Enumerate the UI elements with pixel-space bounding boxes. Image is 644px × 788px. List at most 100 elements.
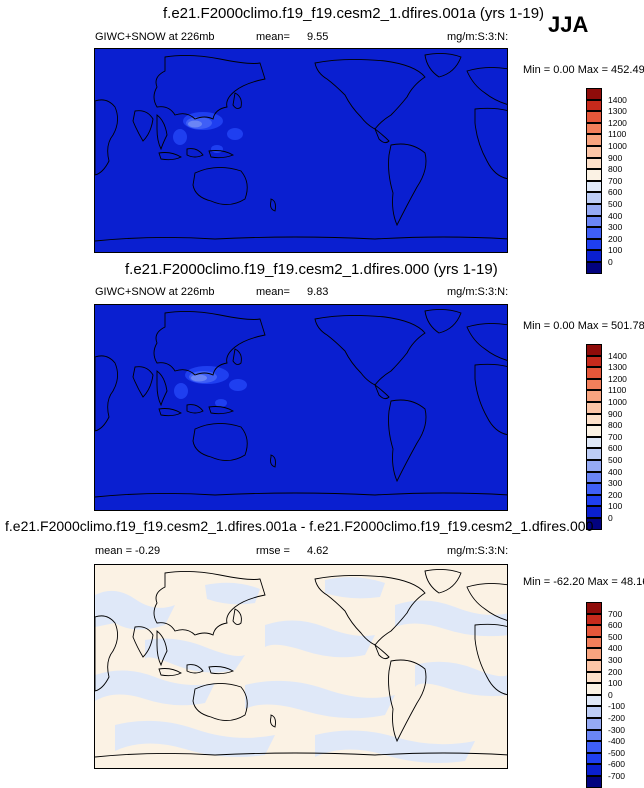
colorbar-label: -400 (608, 736, 626, 747)
colorbar-label: 1300 (608, 106, 627, 117)
colorbar-swatch (586, 88, 602, 100)
colorbar-label: 1100 (608, 385, 627, 396)
colorbar-label: -100 (608, 701, 626, 712)
coastline (192, 683, 248, 721)
panel-2-units: mg/m:S:3:N: (447, 286, 509, 298)
coastline (232, 92, 242, 110)
colorbar-label: 600 (608, 620, 623, 631)
colorbar-swatch (586, 460, 602, 472)
colorbar-label: 700 (608, 608, 623, 619)
coastline (373, 643, 390, 660)
colorbar-label: 1100 (608, 129, 627, 140)
colorbar-swatch (586, 625, 602, 637)
colorbar-swatch (586, 99, 602, 112)
colorbar-swatch (586, 204, 602, 216)
colorbar-swatch (586, 648, 602, 660)
panel-2-title: f.e21.F2000climo.f19_f19.cesm2_1.dfires.… (125, 261, 498, 278)
colorbar-label: -500 (608, 747, 626, 758)
colorbar-swatch (586, 718, 602, 730)
panel-1-stat-value: 9.55 (307, 31, 329, 43)
panel-3-units: mg/m:S:3:N: (447, 545, 509, 557)
colorbar-label: 600 (608, 187, 623, 198)
coastline (388, 143, 427, 227)
coastline (474, 107, 507, 180)
colorbar-swatch (586, 683, 602, 695)
colorbar-swatch (586, 741, 602, 753)
colorbar-swatch (586, 262, 602, 274)
coastline (95, 752, 507, 758)
colorbar-swatch (586, 425, 602, 437)
colorbar-swatch (586, 764, 602, 776)
panel-3-title: f.e21.F2000climo.f19_f19.cesm2_1.dfires.… (5, 518, 594, 534)
coastline (132, 626, 154, 658)
colorbar-label: 500 (608, 455, 623, 465)
colorbar-swatch (586, 227, 602, 239)
colorbar-label: 900 (608, 408, 623, 419)
colorbar-swatch (586, 402, 602, 414)
colorbar-label: 1400 (608, 94, 627, 105)
coastline (208, 666, 235, 675)
coastline (388, 399, 427, 483)
coastline (132, 110, 154, 142)
coastline (373, 127, 390, 144)
coastline (424, 52, 462, 78)
colorbar-swatch (586, 671, 602, 684)
coastline (186, 148, 204, 158)
coastline (466, 322, 507, 361)
panel-3-map (94, 564, 508, 769)
coastline (270, 714, 276, 728)
panel-3-mean-label: mean = -0.29 (95, 545, 161, 557)
colorbar-label: 100 (608, 245, 623, 256)
colorbar-swatch (586, 192, 602, 204)
panel-2-stat-value: 9.83 (307, 286, 329, 298)
colorbar-label: 800 (608, 420, 623, 431)
colorbar-swatch (586, 238, 602, 251)
colorbar-swatch (586, 413, 602, 426)
season-label: JJA (548, 12, 589, 37)
colorbar-label: -300 (608, 724, 626, 735)
coastline (270, 198, 276, 212)
coastline (153, 570, 266, 636)
coastline (186, 664, 204, 674)
colorbar-label: 900 (608, 152, 623, 163)
coastline (156, 114, 168, 151)
coastline (314, 58, 426, 130)
coastline (95, 236, 507, 242)
panel-1-field-label: GIWC+SNOW at 226mb (95, 31, 215, 43)
panel-1-units: mg/m:S:3:N: (447, 31, 509, 43)
coastline (156, 630, 168, 667)
colorbar-label: 600 (608, 443, 623, 454)
panel-1-map-graphic (95, 52, 507, 242)
coastline (186, 404, 204, 414)
colorbar-label: 400 (608, 210, 623, 221)
colorbar-swatch (586, 506, 602, 518)
colorbar-label: 100 (608, 501, 623, 512)
colorbar-swatch (586, 660, 602, 672)
colorbar-swatch (586, 602, 602, 614)
colorbar-swatch (586, 180, 602, 193)
panel-2-field-label: GIWC+SNOW at 226mb (95, 286, 215, 298)
colorbar-swatch (586, 636, 602, 649)
coastline (192, 167, 248, 205)
coastline (192, 423, 248, 461)
coastline (474, 363, 507, 436)
colorbar-label: 0 (608, 689, 613, 700)
colorbar-label: 400 (608, 643, 623, 654)
panel-2-minmax: Min = 0.00 Max = 501.78 (523, 320, 644, 332)
colorbar-swatch (586, 483, 602, 495)
colorbar-swatch (586, 169, 602, 181)
colorbar-swatch (586, 134, 602, 146)
colorbar-swatch (586, 378, 602, 391)
panel-1-stat-label: mean= (256, 31, 290, 43)
colorbar-label: -700 (608, 771, 626, 781)
colorbar-label: 500 (608, 631, 623, 642)
panel-1-title: f.e21.F2000climo.f19_f19.cesm2_1.dfires.… (163, 5, 545, 22)
colorbar-swatch (586, 157, 602, 170)
colorbar-label: 1200 (608, 373, 627, 384)
coastline (95, 615, 118, 692)
panel-1-coastlines (95, 52, 507, 242)
panel-1-minmax: Min = 0.00 Max = 452.49 (523, 64, 644, 76)
colorbar-swatch (586, 436, 602, 449)
coastline (314, 314, 426, 386)
colorbar-swatch (586, 367, 602, 379)
